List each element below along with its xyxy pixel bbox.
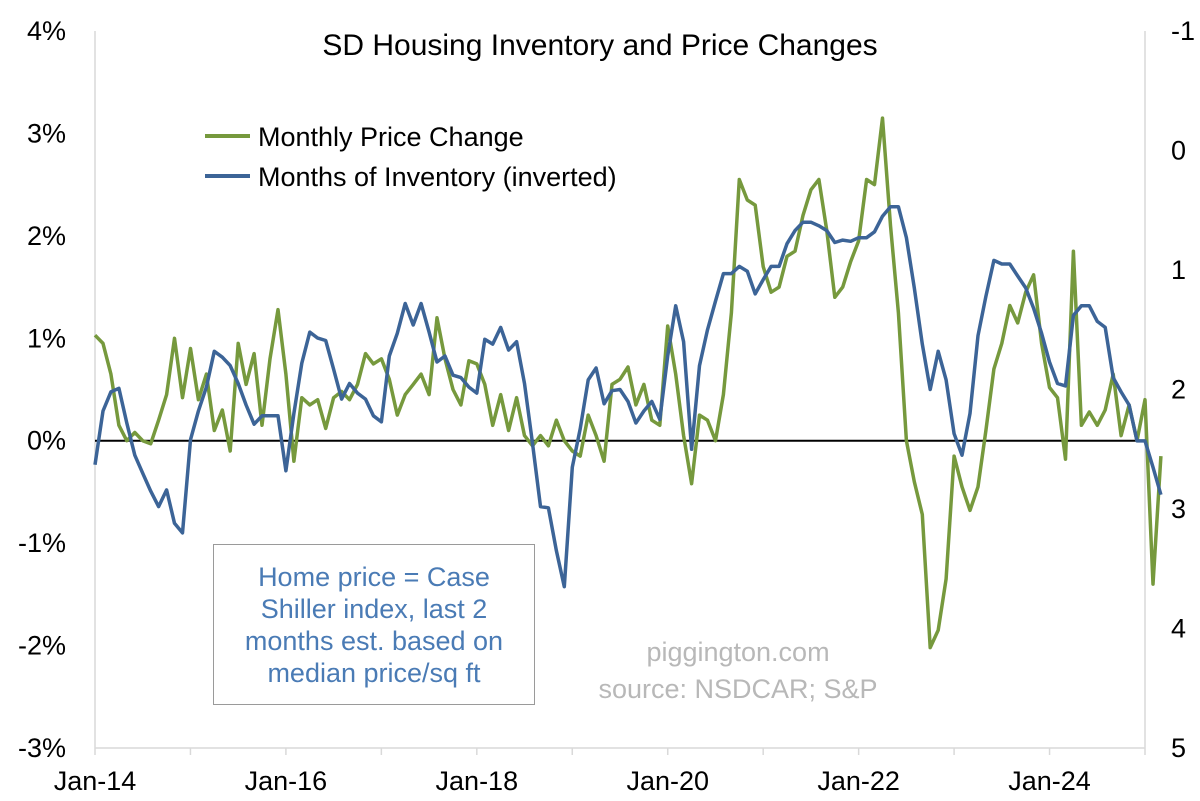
left-axis-tick-label: 1% (27, 323, 66, 353)
legend: Monthly Price Change Months of Inventory… (205, 122, 617, 192)
x-tick-label: Jan-24 (1008, 766, 1091, 796)
series-line-months-of-inventory (93, 204, 1163, 589)
left-axis-tick-label: 0% (27, 426, 66, 456)
right-axis-tick-labels: -1 0 1 2 3 4 5 (1171, 16, 1195, 763)
watermark-site: piggington.com (646, 637, 830, 667)
right-axis-tick-label: 2 (1171, 375, 1186, 405)
right-axis-tick-label: 0 (1171, 136, 1186, 166)
right-axis-tick-label: 5 (1171, 733, 1186, 763)
chart-title: SD Housing Inventory and Price Changes (322, 29, 877, 62)
legend-label-price: Monthly Price Change (258, 122, 524, 152)
x-tick-label: Jan-18 (436, 766, 519, 796)
right-axis-tick-label: 1 (1171, 255, 1186, 285)
note-line: months est. based on (244, 625, 504, 656)
x-tick-marks (94, 748, 1146, 755)
watermark-source: source: NSDCAR; S&P (598, 674, 878, 704)
right-axis-tick-label: 4 (1171, 614, 1186, 644)
left-axis-tick-label: 2% (27, 221, 66, 251)
methodology-note: Home price = Case Shiller index, last 2 … (213, 544, 535, 705)
left-axis-tick-label: -3% (18, 733, 66, 763)
x-tick-label: Jan-22 (817, 766, 900, 796)
note-line: median price/sq ft (267, 657, 481, 688)
x-axis-tick-labels: Jan-14 Jan-16 Jan-18 Jan-20 Jan-22 Jan-24 (54, 766, 1091, 796)
right-axis-tick-label: 3 (1171, 494, 1186, 524)
left-axis-tick-label: -1% (18, 528, 66, 558)
note-line: Home price = Case (258, 561, 490, 592)
x-tick-label: Jan-14 (54, 766, 137, 796)
left-axis-tick-label: 3% (27, 118, 66, 148)
x-tick-label: Jan-16 (245, 766, 328, 796)
x-tick-label: Jan-20 (626, 766, 709, 796)
left-axis-tick-label: -2% (18, 631, 66, 661)
series-line-monthly-price-change (93, 116, 1163, 650)
legend-label-inventory: Months of Inventory (inverted) (258, 162, 617, 192)
left-axis-tick-label: 4% (27, 16, 66, 46)
left-axis-tick-labels: 4% 3% 2% 1% 0% -1% -2% -3% (18, 16, 66, 763)
note-line: Shiller index, last 2 (260, 593, 488, 624)
right-axis-tick-label: -1 (1171, 16, 1195, 46)
